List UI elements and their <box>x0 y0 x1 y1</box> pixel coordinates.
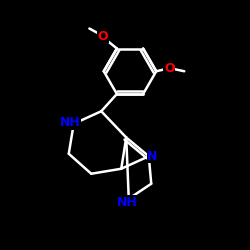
Text: NH: NH <box>117 196 138 209</box>
Text: N: N <box>147 150 158 163</box>
Text: NH: NH <box>60 116 80 129</box>
Text: O: O <box>98 30 108 43</box>
Text: O: O <box>164 62 174 75</box>
